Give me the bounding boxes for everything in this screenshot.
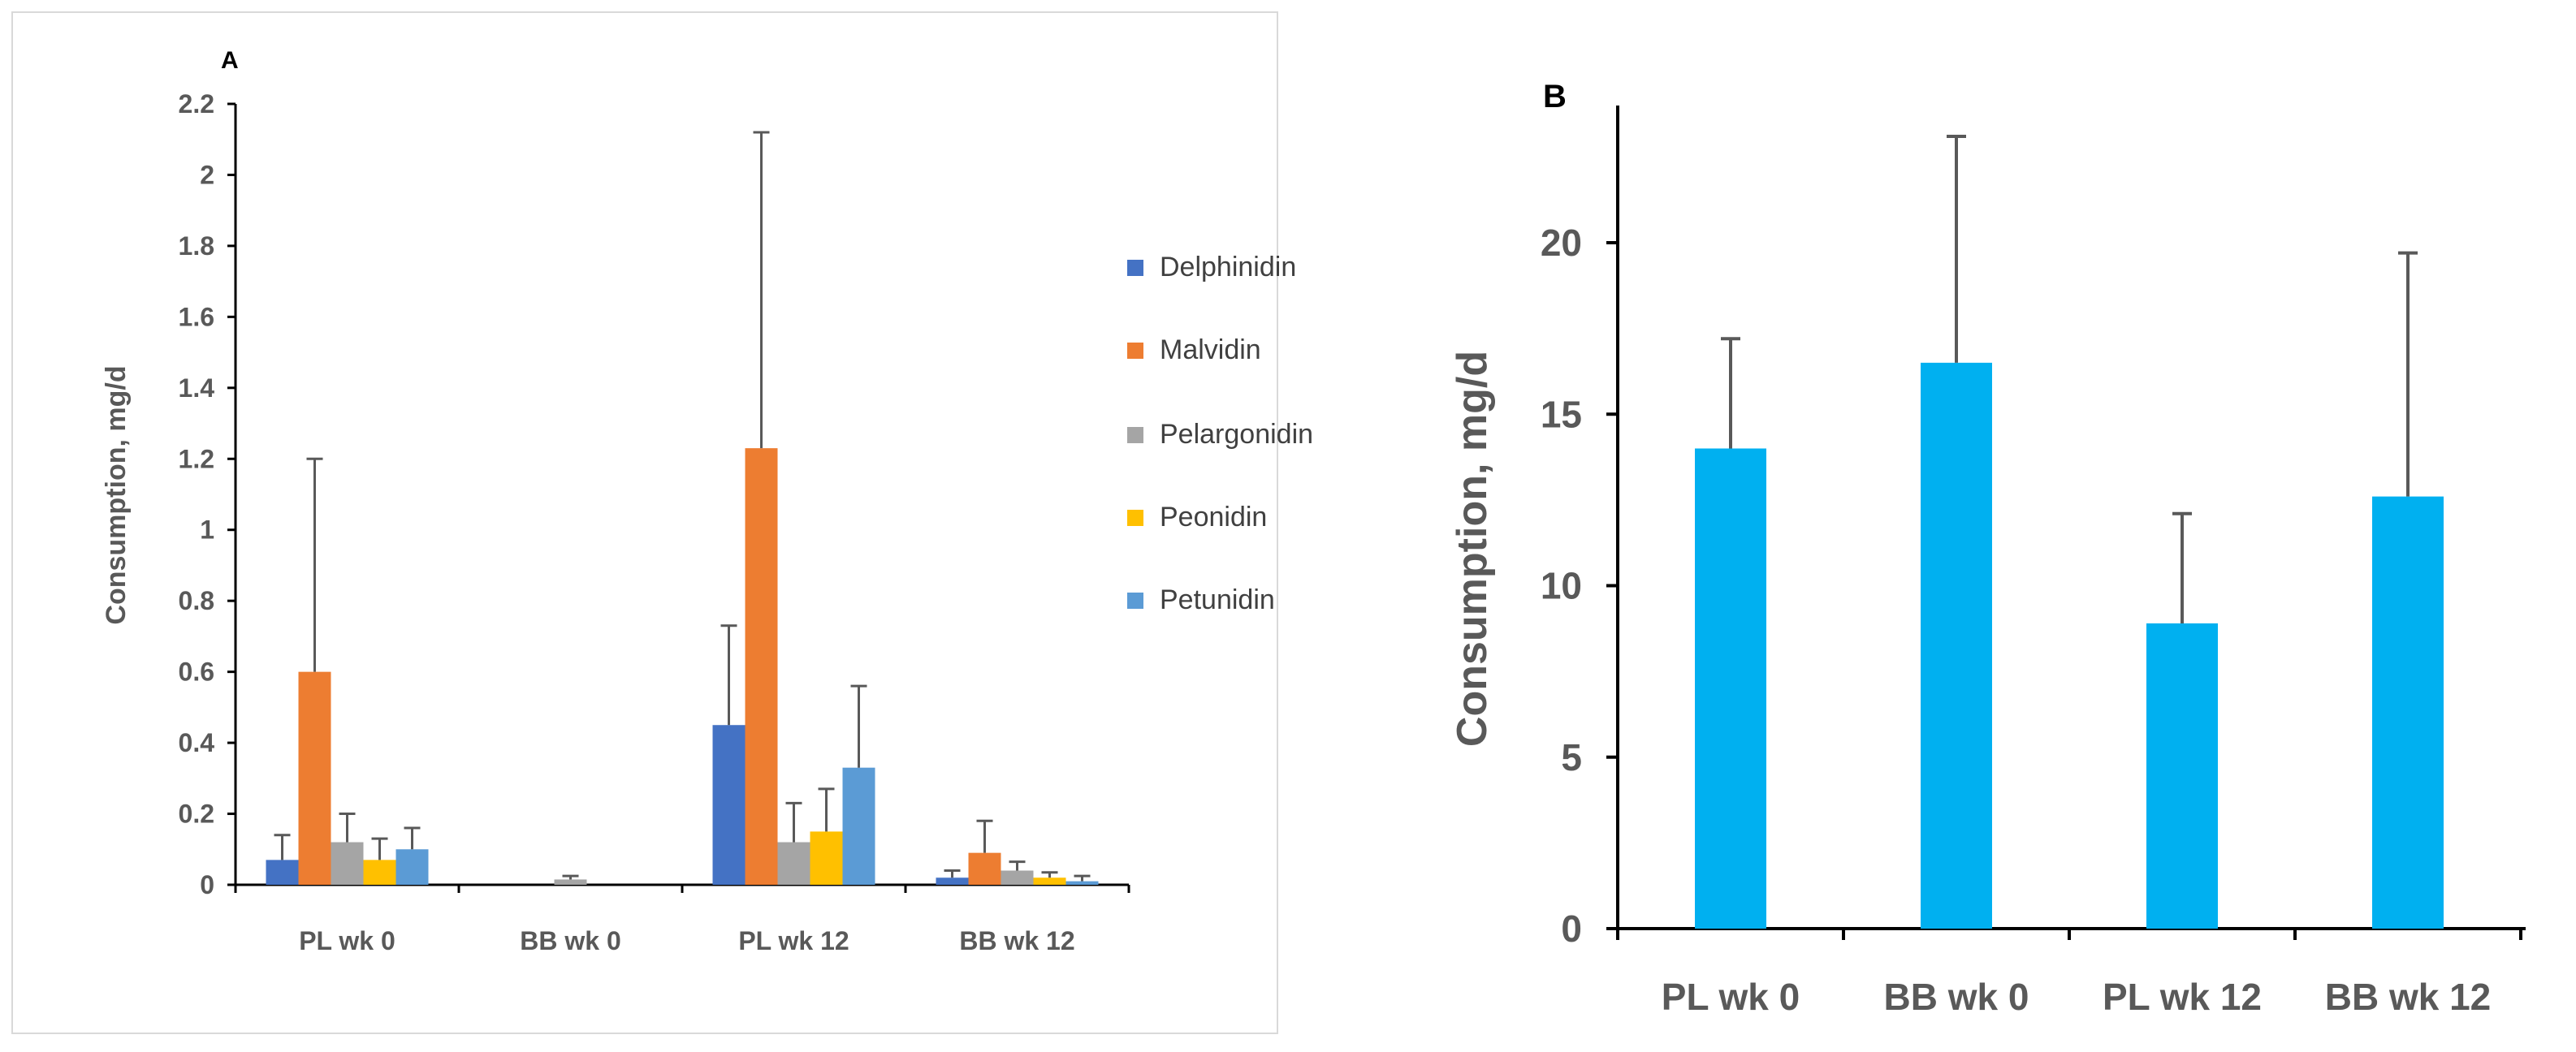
- panel-a-y-tick-label: 1: [200, 515, 214, 545]
- panel-a-y-tick-label: 1.6: [179, 302, 214, 331]
- panel-b-y-tick-label: 5: [1561, 736, 1582, 778]
- panel-a-bar-petunidin: [1065, 881, 1099, 885]
- panel-a-bar-peonidin: [363, 860, 396, 885]
- panel-b-label: B: [1543, 79, 1567, 114]
- panel-a-bar-peonidin: [810, 831, 843, 885]
- panel-a-y-tick-label: 2: [200, 160, 214, 189]
- panel-a-y-tick-label: 0.4: [179, 728, 215, 757]
- panel-a-bar-delphinidin: [936, 877, 969, 885]
- panel-b-x-tick-label: BB wk 12: [2325, 976, 2492, 1018]
- panel-a-bar-petunidin: [395, 849, 429, 885]
- panel-a-bar-malvidin: [968, 852, 1001, 885]
- panel-a-x-tick-label: PL wk 12: [738, 926, 849, 955]
- panel-a-bar-pelargonidin: [554, 879, 587, 885]
- panel-b-x-tick-label: PL wk 0: [1662, 976, 1800, 1018]
- panel-a-legend: Delphinidin Malvidin Pelargonidin Peonid…: [1127, 252, 1313, 615]
- panel-a-bar-delphinidin: [712, 725, 746, 885]
- panel-a-y-axis-title: Consumption, mg/d: [101, 365, 132, 624]
- panel-a-x-tick-label: BB wk 0: [520, 926, 620, 955]
- panel-a-y-tick-label: 1.4: [179, 373, 215, 403]
- legend-swatch-pelargonidin: [1127, 427, 1143, 443]
- legend-swatch-petunidin: [1127, 593, 1143, 609]
- panel-a-y-tick-label: 0.2: [179, 800, 214, 829]
- panel-a-bar-delphinidin: [266, 860, 299, 885]
- panel-b-y-tick-label: 0: [1561, 908, 1582, 950]
- panel-a-bar-petunidin: [842, 767, 875, 885]
- panel-a-bar-malvidin: [298, 671, 331, 885]
- legend-swatch-malvidin: [1127, 343, 1143, 359]
- panel-a-bar-pelargonidin: [777, 842, 810, 885]
- panel-a-bar-pelargonidin: [331, 842, 364, 885]
- panel-a-frame: [11, 11, 1278, 1034]
- legend-label-pelargonidin: Pelargonidin: [1160, 419, 1313, 450]
- panel-b-y-axis-title: Consumption, mg/d: [1449, 351, 1496, 747]
- panel-a-bar-malvidin: [745, 448, 778, 885]
- legend-swatch-peonidin: [1127, 510, 1143, 526]
- panel-a-y-tick-label: 0: [200, 870, 214, 899]
- panel-a-bar-peonidin: [1033, 877, 1066, 885]
- panel-b-x-tick-label: PL wk 12: [2103, 976, 2262, 1018]
- panel-b-x-tick-label: BB wk 0: [1884, 976, 2029, 1018]
- panel-a-y-tick-label: 0.6: [179, 658, 214, 687]
- panel-b-plot: 0 5 10 15 20 PL wk 0 BB wk 0 PL wk 12 BB wk 12: [1541, 106, 2526, 1018]
- panel-b-y-tick-label: 20: [1541, 222, 1582, 264]
- legend-label-petunidin: Petunidin: [1160, 584, 1275, 615]
- panel-a-y-tick-label: 1.2: [179, 444, 214, 473]
- panel-a-bar-pelargonidin: [1001, 870, 1034, 885]
- panel-a-y-tick-label: 1.8: [179, 231, 214, 261]
- panel-b-bar: [1695, 448, 1766, 929]
- legend-label-delphinidin: Delphinidin: [1160, 252, 1296, 282]
- panel-a-plot: 0 0.2 0.4 0.6 0.8 1 1.2 1.4 1.6 1.8 2 2.2 PL wk 0 BB …: [179, 89, 1130, 955]
- panel-b-bar: [1921, 362, 1992, 929]
- panel-a-label: A: [221, 47, 239, 74]
- panel-a-y-tick-label: 0.8: [179, 586, 214, 615]
- legend-label-peonidin: Peonidin: [1160, 502, 1267, 532]
- legend-swatch-delphinidin: [1127, 260, 1143, 276]
- panel-a-x-tick-label: BB wk 12: [959, 926, 1074, 955]
- legend-label-malvidin: Malvidin: [1160, 334, 1261, 365]
- panel-b-y-tick-label: 15: [1541, 393, 1582, 435]
- panel-a-x-tick-label: PL wk 0: [299, 926, 395, 955]
- panel-a-y-tick-label: 2.2: [179, 89, 214, 119]
- panel-b-bar: [2372, 496, 2444, 929]
- panel-b-bar: [2146, 623, 2218, 929]
- panel-b-y-tick-label: 10: [1541, 565, 1582, 607]
